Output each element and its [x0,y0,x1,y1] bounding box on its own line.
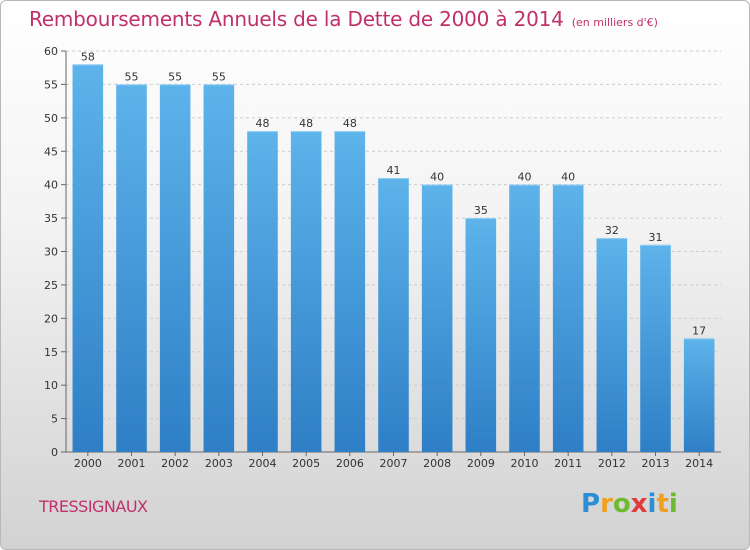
bar-value-label: 40 [518,171,532,184]
bar-value-label: 31 [649,231,663,244]
y-tick-label: 40 [44,179,58,192]
y-tick-label: 15 [44,346,58,359]
x-tick-label: 2009 [467,457,495,470]
x-tick-label: 2005 [292,457,320,470]
x-tick-label: 2002 [161,457,189,470]
bar-value-label: 55 [168,70,182,83]
x-tick-label: 2006 [336,457,364,470]
x-tick-label: 2008 [423,457,451,470]
logo-letter: x [630,489,648,519]
chart-title: Remboursements Annuels de la Dette de 20… [29,7,658,31]
bar-value-label: 48 [343,117,357,130]
y-tick-label: 55 [44,78,58,91]
logo-letter: t [656,489,669,519]
bar [552,184,584,452]
logo-letter: i [647,489,657,519]
logo-letter: i [668,489,678,519]
x-tick-label: 2004 [249,457,277,470]
bar [421,184,453,452]
logo-letter: P [581,489,601,519]
y-tick-label: 0 [51,446,58,459]
bar-value-label: 35 [474,204,488,217]
x-tick-label: 2012 [598,457,626,470]
bar-value-label: 48 [299,117,313,130]
y-tick-label: 5 [51,413,58,426]
chart-subtitle: (en milliers d'€) [571,16,658,29]
x-tick-label: 2003 [205,457,233,470]
bar [334,131,366,452]
bar [640,244,671,452]
labels: 0 5 10 15 20 25 30 35 40 45 50 55 60 58 2000 55 2001 55 20… [44,45,713,470]
x-tick-label: 2011 [554,457,582,470]
bar-value-label: 17 [692,324,706,337]
bar [203,84,235,453]
bar-value-label: 58 [81,50,95,63]
bar-value-label: 55 [125,70,139,83]
bar-value-label: 48 [256,117,270,130]
bars [72,64,715,453]
x-tick-label: 2000 [74,457,102,470]
logo-letter: r [600,489,613,519]
bar-value-label: 55 [212,70,226,83]
y-tick-label: 35 [44,212,58,225]
bar-value-label: 40 [561,171,575,184]
commune-name: TRESSIGNAUX [39,497,148,516]
y-tick-label: 60 [44,45,58,58]
x-tick-label: 2010 [511,457,539,470]
bar [72,64,104,452]
x-tick-label: 2014 [685,457,713,470]
y-tick-label: 50 [44,112,58,125]
x-tick-label: 2001 [118,457,146,470]
x-tick-label: 2013 [642,457,670,470]
x-tick-label: 2007 [380,457,408,470]
bar [509,184,540,452]
bar [465,218,497,452]
bar-value-label: 40 [430,171,444,184]
y-tick-label: 25 [44,279,58,292]
bar [683,338,715,452]
bar [159,84,191,453]
bar [290,131,322,452]
logo-letter: o [612,489,631,519]
chart-title-text: Remboursements Annuels de la Dette de 20… [29,7,564,31]
bar [116,84,147,453]
bar [596,238,628,452]
bar [378,177,409,452]
bar [247,131,278,452]
proxiti-logo: Proxiti [581,489,678,519]
bar-value-label: 41 [387,164,401,177]
y-tick-label: 20 [44,312,58,325]
y-tick-label: 45 [44,145,58,158]
y-tick-label: 30 [44,246,58,259]
bar-value-label: 32 [605,224,619,237]
y-tick-label: 10 [44,379,58,392]
